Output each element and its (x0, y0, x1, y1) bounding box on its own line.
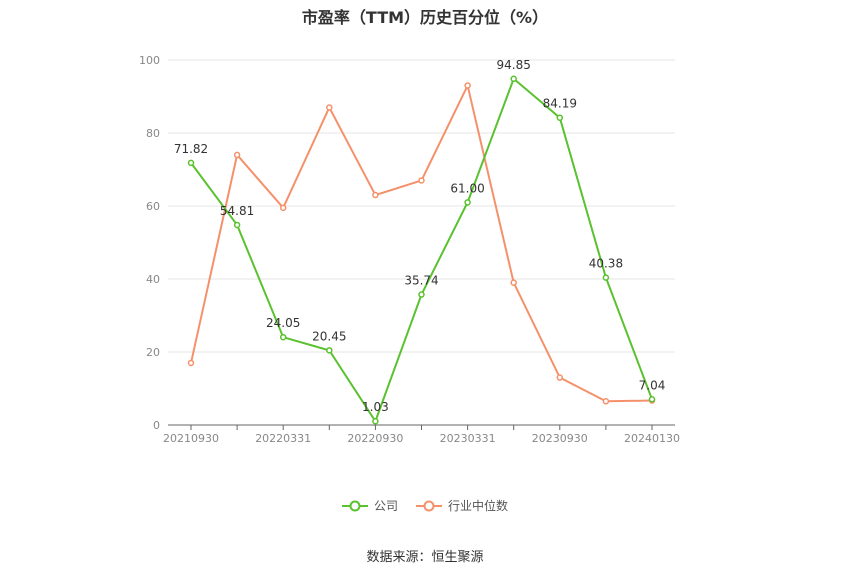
y-tick-label: 0 (153, 419, 160, 432)
data-point (602, 398, 610, 405)
data-point (326, 347, 333, 354)
data-point (556, 374, 564, 381)
data-label: 40.38 (589, 257, 623, 271)
data-point (372, 191, 379, 199)
legend-item-company[interactable]: 公司 (341, 497, 398, 514)
data-label: 7.04 (639, 378, 666, 392)
data-point (279, 333, 287, 341)
data-label: 71.82 (174, 142, 208, 156)
y-tick-label: 60 (146, 200, 160, 213)
x-tick-label: 20230930 (532, 432, 588, 445)
y-tick-label: 20 (146, 346, 160, 359)
data-label: 84.19 (543, 97, 577, 111)
data-point (233, 151, 241, 159)
data-labels: 71.82 54.81 24.05 20.45 1.03 35.74 61.00 94.85 8… (174, 58, 666, 414)
legend-company-label: 公司 (373, 499, 398, 513)
x-tick-label: 20220930 (347, 432, 403, 445)
data-point (326, 104, 333, 111)
data-point (372, 417, 379, 425)
x-tick-label: 20220331 (255, 432, 311, 445)
chart-title: 市盈率（TTM）历史百分位（%） (301, 8, 549, 27)
legend-item-industry-median[interactable]: 行业中位数 (416, 497, 508, 514)
legend-industry-label: 行业中位数 (448, 499, 509, 513)
data-point (510, 75, 517, 83)
data-label: 20.45 (312, 329, 346, 343)
data-label: 35.74 (404, 274, 438, 288)
data-point (233, 221, 241, 229)
legend-company-marker-icon (341, 500, 368, 511)
data-label: 1.03 (362, 400, 389, 414)
legend-industry-marker-icon (416, 500, 442, 511)
data-point (464, 199, 471, 206)
data-point (556, 114, 564, 121)
x-tick-label: 20210930 (163, 432, 219, 445)
y-tick-label: 100 (139, 54, 160, 67)
data-label: 54.81 (220, 204, 254, 218)
y-tick-label: 40 (146, 273, 160, 286)
data-label: 61.00 (450, 181, 484, 195)
data-point (279, 204, 287, 212)
series-line-company (190, 77, 653, 424)
x-tick-label: 20240130 (624, 432, 680, 445)
x-tick-label: 20230331 (440, 432, 496, 445)
data-point (418, 291, 425, 298)
data-label: 24.05 (266, 316, 300, 330)
legend: 公司 行业中位数 (0, 497, 850, 514)
y-axis: 0 20 40 60 80 100 (139, 54, 160, 432)
data-label: 94.85 (497, 58, 531, 72)
data-point (418, 177, 425, 184)
data-point (602, 274, 610, 281)
data-point (648, 396, 656, 403)
x-axis: 20210930 20220331 20220930 20230331 20230930… (163, 424, 680, 445)
data-point (187, 359, 195, 367)
grid-lines (168, 59, 675, 353)
y-tick-label: 80 (146, 127, 160, 140)
data-point (187, 159, 195, 167)
data-source: 数据来源：恒生聚源 (366, 550, 484, 565)
series-layer (187, 75, 656, 425)
data-point (510, 279, 517, 286)
data-point (464, 82, 471, 89)
